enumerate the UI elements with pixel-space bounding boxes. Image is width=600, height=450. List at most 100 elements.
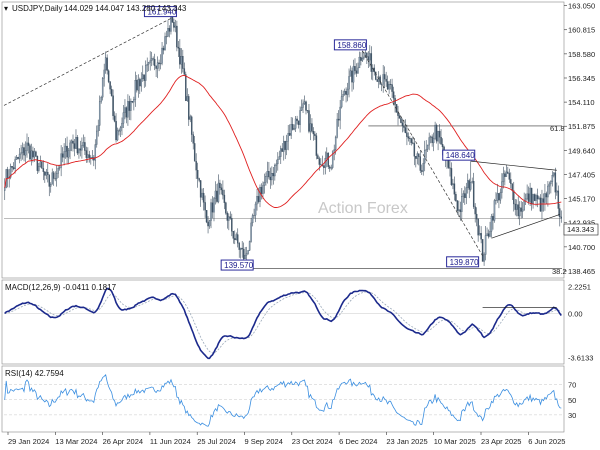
candle <box>455 191 457 202</box>
candle <box>437 130 439 151</box>
candle-body <box>29 145 31 160</box>
candle-body <box>198 178 200 181</box>
candle-body <box>263 182 266 186</box>
candle-body <box>435 124 438 142</box>
candle <box>64 138 67 159</box>
candle-body <box>431 136 433 144</box>
candle-body <box>236 234 239 244</box>
candle-body <box>495 200 497 201</box>
candle <box>235 232 237 241</box>
candle-body <box>480 233 482 240</box>
candle-body <box>409 138 411 139</box>
candle <box>213 197 215 222</box>
candle-body <box>147 62 150 65</box>
candle <box>18 147 21 164</box>
candle-body <box>386 81 389 90</box>
candle-body <box>539 197 542 212</box>
candle <box>259 184 261 208</box>
candle-body <box>79 148 82 151</box>
candle-body <box>170 15 172 32</box>
candle-body <box>360 56 362 61</box>
candle <box>14 156 16 174</box>
candle-body <box>412 142 414 144</box>
candle-body <box>229 216 232 219</box>
candle <box>93 155 95 167</box>
candle-body <box>155 65 157 69</box>
candle <box>265 172 267 186</box>
candle <box>358 51 361 69</box>
candle-body <box>426 144 429 150</box>
candle <box>198 177 200 183</box>
candle <box>159 54 162 70</box>
candle-body <box>23 147 25 156</box>
candle-body <box>559 208 561 218</box>
candle <box>418 153 420 166</box>
candle-body <box>122 112 125 124</box>
candle <box>176 20 178 52</box>
candle <box>208 219 211 229</box>
candle <box>250 217 252 243</box>
candle <box>404 119 407 134</box>
candle <box>458 200 460 217</box>
candle <box>173 18 175 32</box>
candle-body <box>297 120 300 125</box>
candle-body <box>3 187 6 191</box>
collapse-triangle-icon[interactable]: ▾ <box>4 4 8 13</box>
candle-body <box>309 123 312 132</box>
candle-body <box>247 250 249 254</box>
candle <box>254 201 257 223</box>
candle <box>477 218 479 242</box>
candle <box>426 144 429 152</box>
candle-body <box>496 193 499 201</box>
candle <box>367 51 370 68</box>
candle <box>505 164 508 177</box>
candle <box>112 89 114 120</box>
candle <box>483 252 485 266</box>
pivot-label: 158.860 <box>333 39 367 51</box>
candle-body <box>419 156 422 171</box>
candle-body <box>161 47 163 64</box>
candle <box>275 159 278 173</box>
candle-body <box>407 136 410 139</box>
candle-body <box>389 84 392 85</box>
candle-body <box>331 150 334 168</box>
candle-body <box>401 122 404 127</box>
candle-body <box>167 28 169 37</box>
candle-body <box>195 161 197 171</box>
candle <box>372 64 374 81</box>
pivot-label-text: 139.870 <box>450 258 479 267</box>
candle-body <box>391 84 393 92</box>
candle <box>113 111 116 123</box>
price-axis-label: 140.700 <box>568 243 595 252</box>
candle <box>294 115 297 132</box>
candle-body <box>136 80 138 91</box>
candle <box>311 118 313 133</box>
candle-body <box>239 247 242 250</box>
candle-body <box>47 171 49 175</box>
candle-body <box>216 190 218 202</box>
candle <box>96 125 98 148</box>
macd-axis-label: -3.6133 <box>568 353 593 362</box>
candle-body <box>397 112 399 116</box>
candle-body <box>379 76 381 85</box>
candle <box>6 166 9 188</box>
pivot-label-box <box>220 259 254 271</box>
candle <box>45 169 48 180</box>
candle-body <box>326 152 328 159</box>
candle <box>285 134 288 156</box>
candle <box>495 192 497 205</box>
candle-body <box>308 110 310 132</box>
candle-body <box>385 78 387 82</box>
candle <box>262 181 264 200</box>
candle-body <box>128 101 131 111</box>
candle-body <box>306 110 309 112</box>
candle <box>526 184 528 201</box>
candle-body <box>517 204 519 217</box>
candle <box>69 139 71 160</box>
candle-body <box>461 196 463 212</box>
candle <box>501 173 503 199</box>
candle <box>118 128 120 136</box>
candle <box>450 162 453 186</box>
triangle-lower-line <box>491 214 560 239</box>
price-axis-label: 160.815 <box>568 26 595 35</box>
